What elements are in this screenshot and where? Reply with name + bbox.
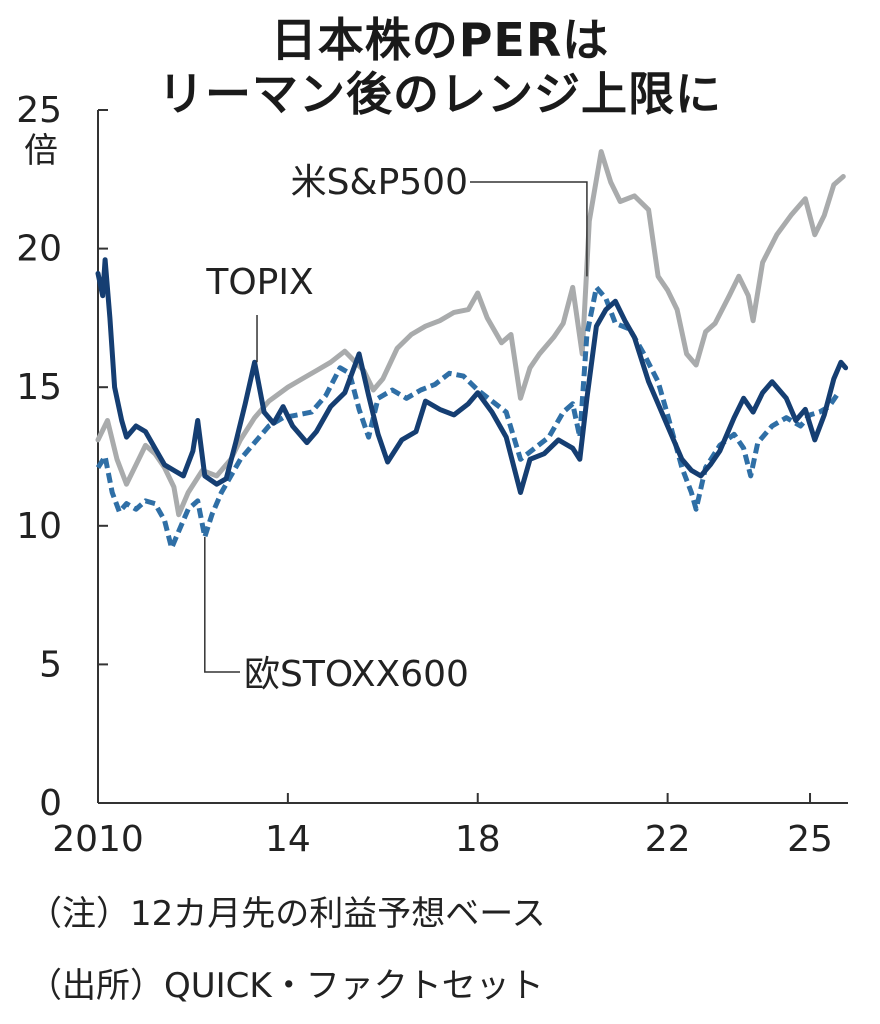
x-tick-label: 14	[265, 819, 311, 860]
x-tick-label: 2010	[52, 819, 144, 860]
chart-title-line-2: リーマン後のレンジ上限に	[158, 67, 722, 121]
x-tick-label: 18	[455, 819, 501, 860]
series-label-stoxx600: 欧STOXX600	[244, 654, 469, 695]
y-tick-label: 15	[16, 367, 62, 408]
footnote-basis: （注）12カ月先の利益予想ベース	[28, 894, 546, 934]
y-tick-label: 0	[39, 783, 62, 824]
y-tick-label: 25	[16, 90, 62, 131]
series-line-sp500	[95, 149, 846, 518]
y-tick-label: 5	[39, 644, 62, 685]
y-axis-unit: 倍	[24, 131, 58, 171]
leader-line-stoxx600	[204, 536, 240, 673]
series-label-topix: TOPIX	[205, 262, 313, 303]
series-labels: 米S&P500 TOPIX 欧STOXX600	[204, 162, 588, 695]
footnote-source: （出所）QUICK・ファクトセット	[28, 966, 544, 1006]
leader-line-sp500	[470, 181, 588, 277]
series-layer	[95, 149, 849, 551]
x-tick-label: 22	[645, 819, 691, 860]
series-line-topix	[95, 257, 849, 495]
series-line-stoxx600	[95, 284, 841, 551]
chart-title-line-1: 日本株のPERは	[270, 13, 610, 67]
y-tick-label: 10	[16, 506, 62, 547]
series-label-sp500: 米S&P500	[291, 162, 468, 203]
y-tick-label: 20	[16, 229, 62, 270]
x-tick-label: 25	[787, 819, 833, 860]
